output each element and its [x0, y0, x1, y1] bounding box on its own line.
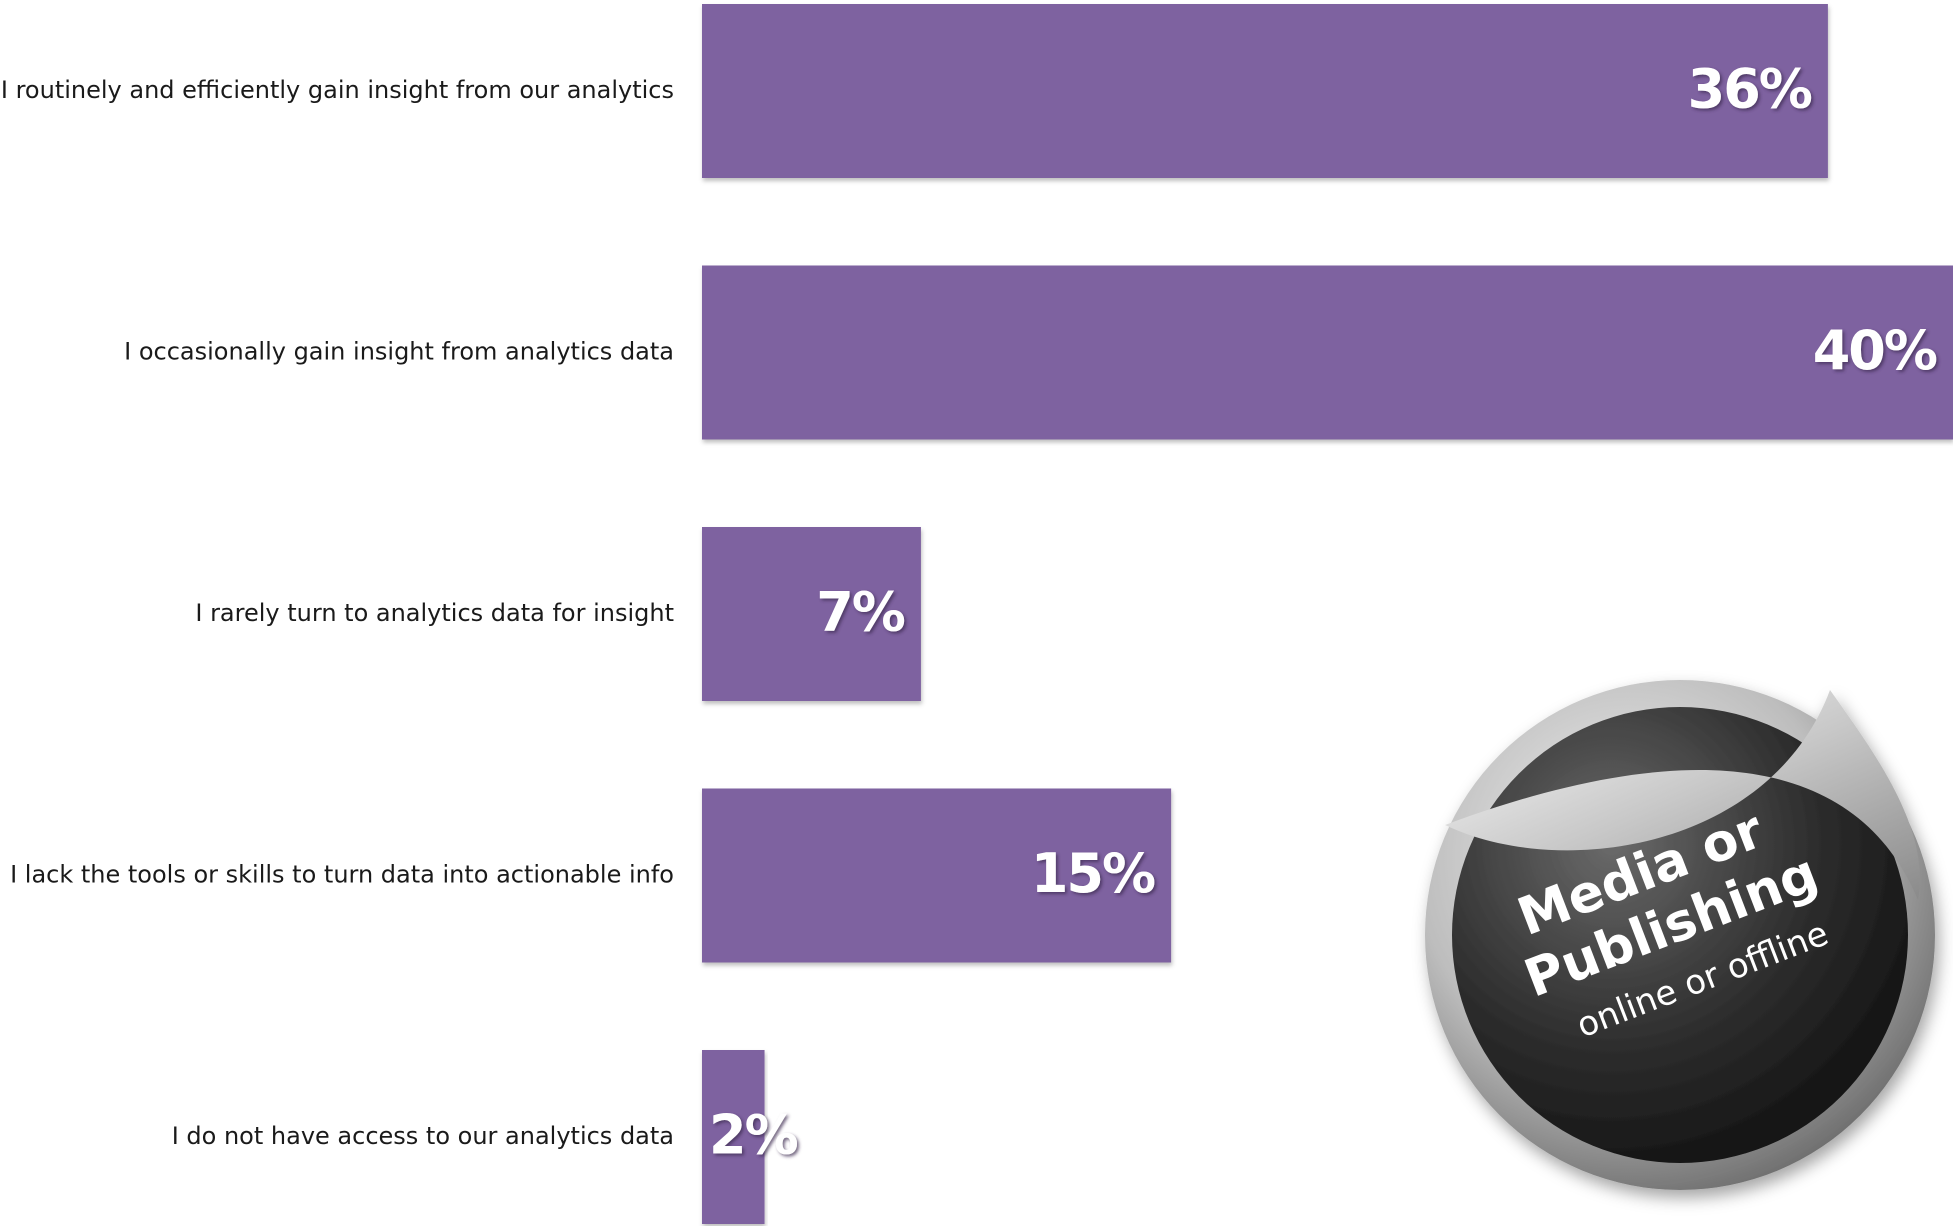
category-label: I lack the tools or skills to turn data … — [10, 861, 674, 889]
value-label: 15% — [1031, 842, 1155, 905]
category-label: I occasionally gain insight from analyti… — [124, 338, 674, 366]
value-label: 40% — [1813, 319, 1937, 382]
bar — [702, 4, 1828, 178]
category-label: I do not have access to our analytics da… — [172, 1122, 674, 1150]
bar — [702, 266, 1953, 440]
value-label: 36% — [1688, 58, 1812, 121]
value-label: 2% — [709, 1104, 798, 1167]
value-label: 7% — [816, 581, 905, 644]
category-label: I routinely and efficiently gain insight… — [1, 76, 674, 104]
category-label: I rarely turn to analytics data for insi… — [195, 599, 674, 627]
badge: Media or Publishing online or offline — [1425, 680, 1935, 1190]
chart: I routinely and efficiently gain insight… — [0, 0, 1953, 1226]
